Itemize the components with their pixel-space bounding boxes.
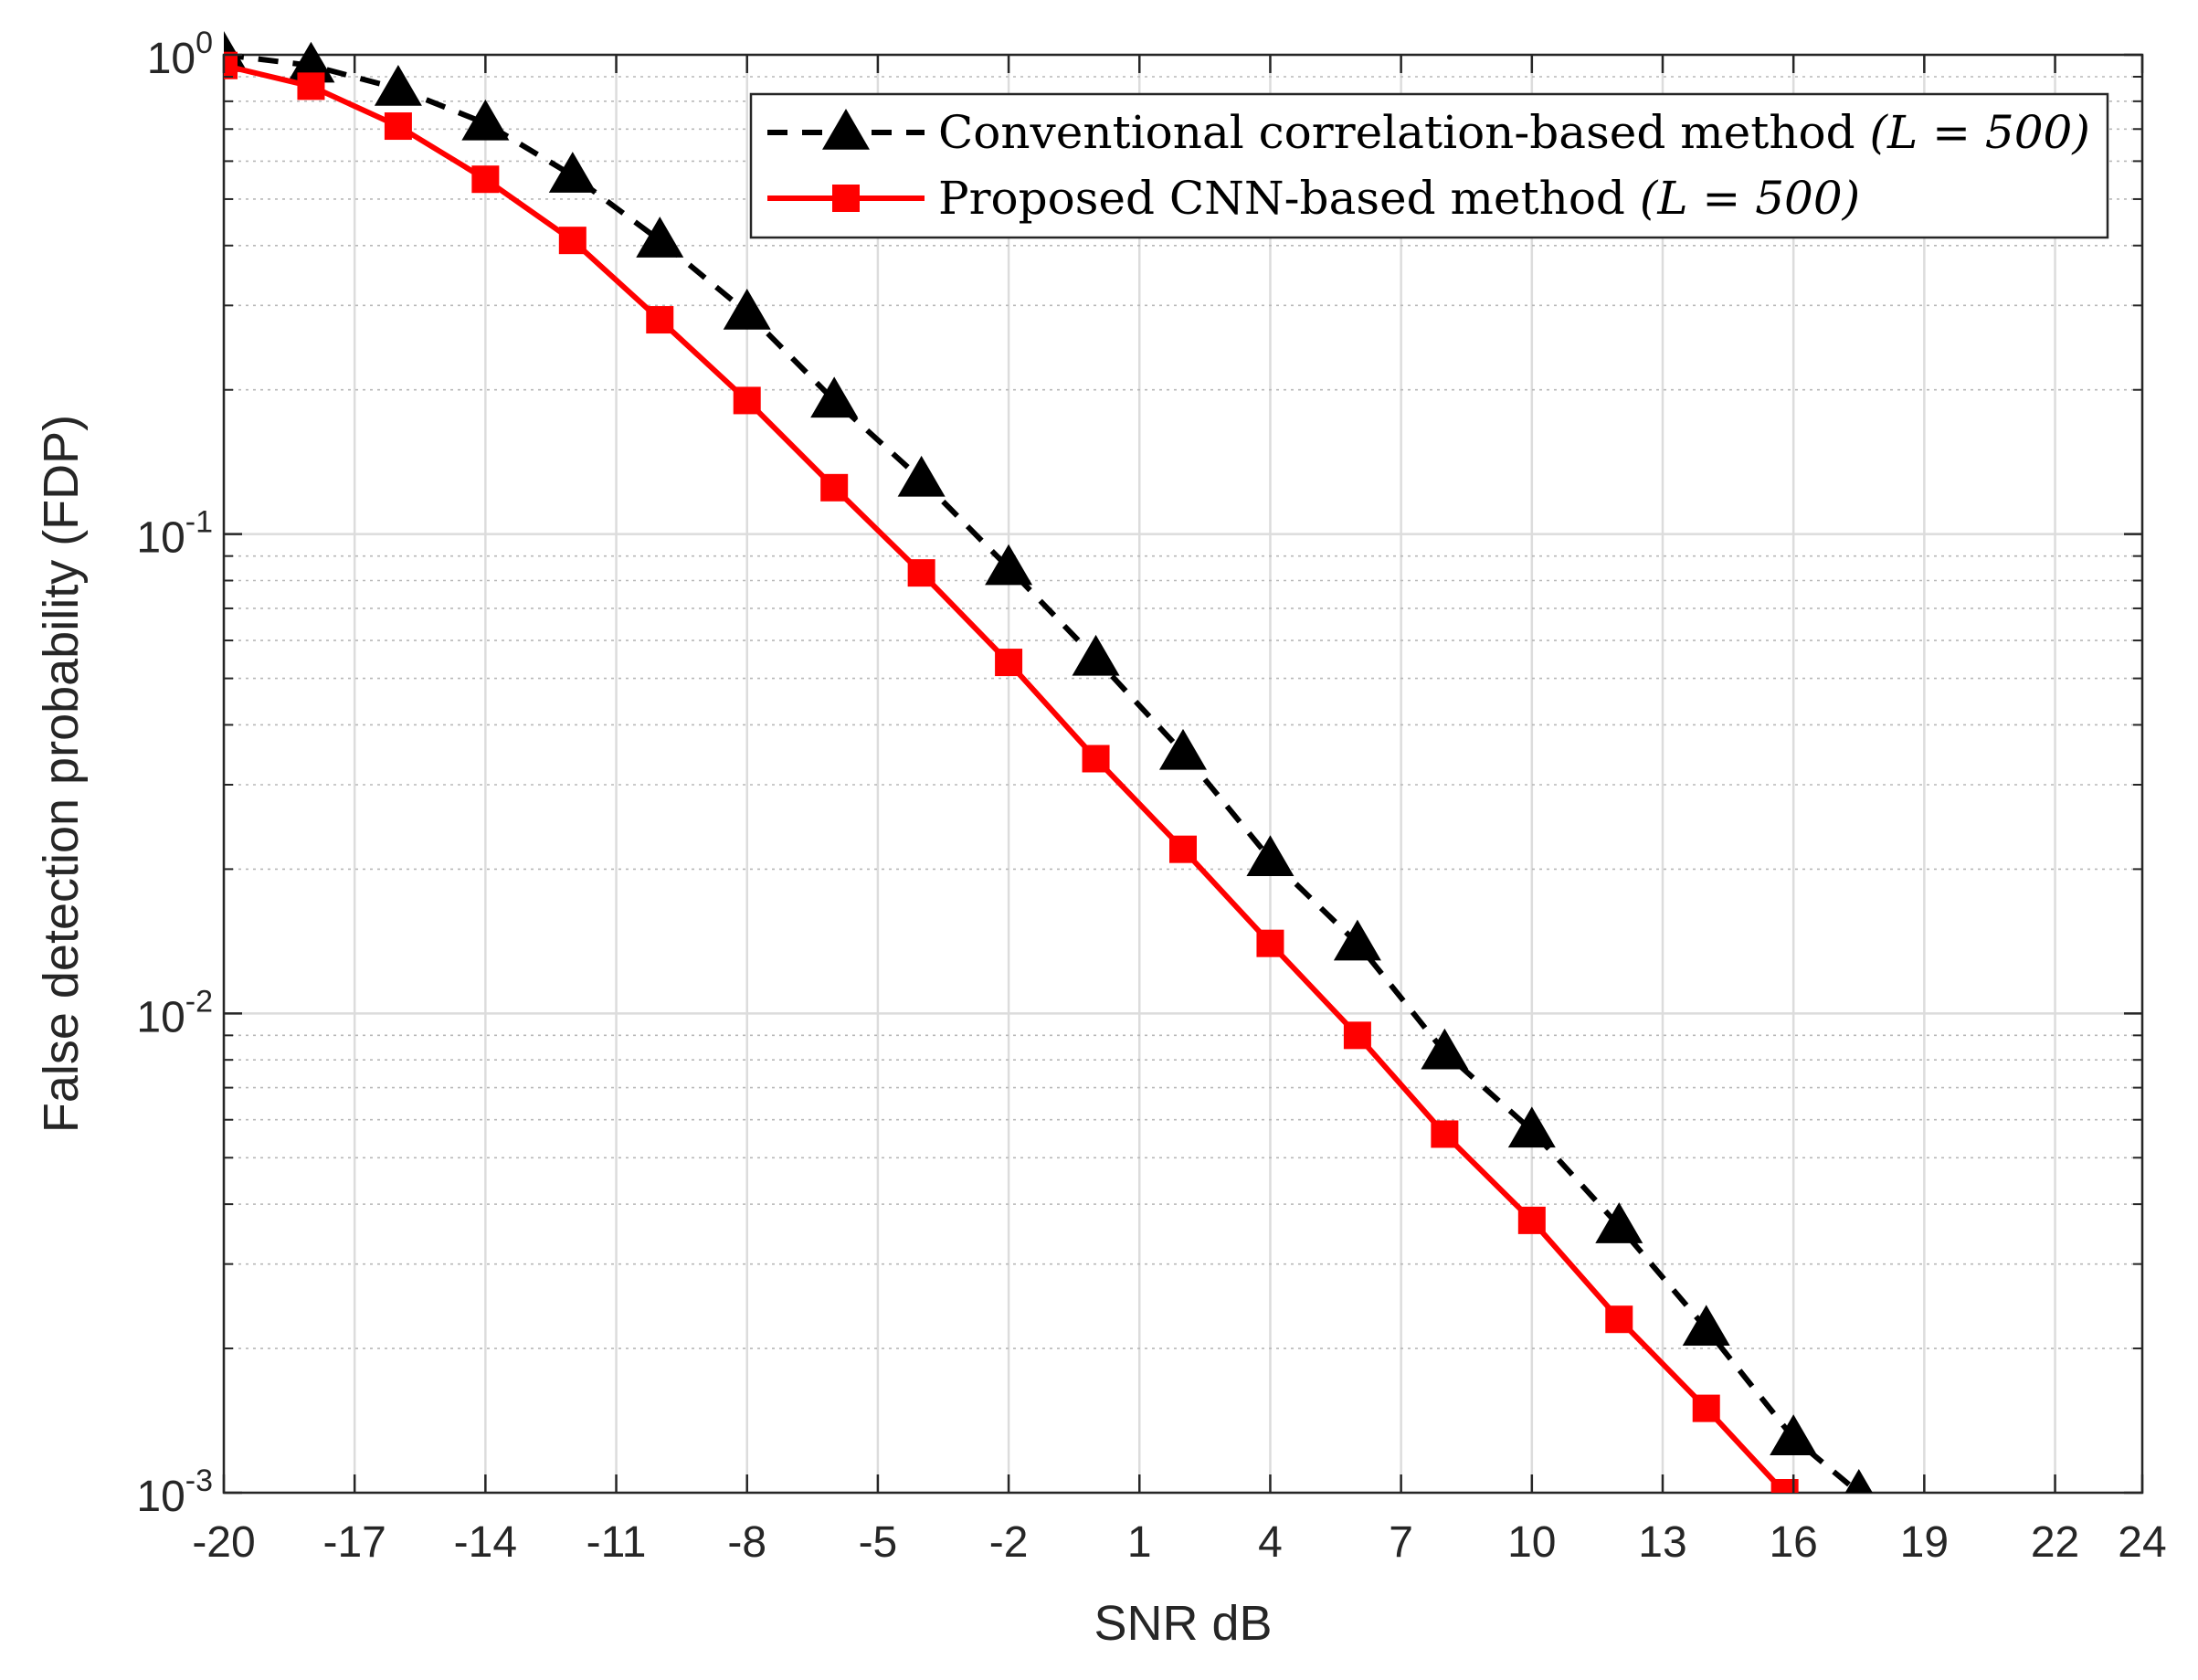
x-axis-label: SNR dB: [1094, 1596, 1272, 1651]
series-2: [224, 51, 1799, 1493]
y-tick-label: 10-3: [136, 1463, 213, 1521]
x-tick-label: 7: [1389, 1518, 1413, 1567]
series-2-point: [1605, 1305, 1633, 1334]
series-1-point: [287, 41, 335, 83]
series-2-point: [820, 473, 849, 502]
series-2-point: [384, 112, 412, 141]
legend-entry-2: Proposed CNN-based method (L = 500): [767, 172, 1860, 225]
series-2-point: [1517, 1206, 1546, 1234]
series-2-point: [1082, 745, 1110, 773]
legend-label: Proposed CNN-based method (L = 500): [938, 172, 1860, 225]
axis-ticks: [222, 53, 2144, 1495]
series-1-point: [1333, 919, 1381, 961]
series-1-point: [1246, 835, 1294, 876]
x-tick-label: 19: [1900, 1518, 1949, 1567]
series-1-point: [1159, 728, 1207, 770]
y-tick-label: 100: [147, 26, 213, 83]
legend-marker: [832, 185, 860, 212]
series-2-point: [995, 649, 1023, 677]
legend-marker: [822, 109, 870, 150]
x-tick-label: 13: [1638, 1518, 1686, 1567]
series-2-point: [224, 51, 238, 79]
series-1-point: [1595, 1202, 1643, 1243]
x-tick-label: -8: [727, 1518, 766, 1567]
data-series: [224, 31, 1873, 1493]
series-1-point: [723, 289, 771, 330]
axes-box: [222, 53, 2144, 1495]
x-tick-label: 4: [1258, 1518, 1283, 1567]
series-2-point: [1256, 929, 1284, 957]
legend: Conventional correlation-based method (L…: [749, 92, 2109, 239]
series-2-point: [1169, 835, 1197, 863]
series-2-point: [733, 386, 761, 415]
axis-tick-labels: -20 -17 -14 -11 -8 -5 -2 1 4 7 10 13 16 19 22 24 100 10-1…: [136, 26, 2166, 1567]
series-2-point: [907, 559, 935, 587]
series-1-point: [374, 65, 422, 106]
series-1-point: [1421, 1028, 1469, 1070]
x-tick-label: -14: [454, 1518, 517, 1567]
series-1-point: [1072, 634, 1120, 676]
y-axis-label: False detection probability (FDP): [34, 415, 89, 1133]
series-1-point: [1507, 1106, 1556, 1148]
series-1-point: [636, 217, 684, 258]
series-2-point: [1431, 1120, 1459, 1148]
series-2-point: [1692, 1394, 1720, 1422]
legend-label: Conventional correlation-based method (L…: [938, 106, 2090, 159]
series-2-point: [1770, 1479, 1799, 1493]
x-tick-label: -2: [989, 1518, 1029, 1567]
series-2-point: [558, 227, 586, 255]
x-tick-label: 22: [2031, 1518, 2079, 1567]
x-tick-label: 10: [1507, 1518, 1556, 1567]
series-1: [224, 31, 1873, 1493]
y-tick-label: 10-1: [136, 505, 213, 563]
x-tick-label: -5: [859, 1518, 898, 1567]
series-2-point: [471, 165, 500, 194]
x-tick-label: -17: [322, 1518, 386, 1567]
series-1-point: [985, 544, 1033, 586]
x-tick-label: 24: [2118, 1518, 2166, 1567]
x-tick-label: -20: [192, 1518, 255, 1567]
series-2-point: [297, 72, 325, 100]
legend-box: [749, 92, 2109, 239]
series-1-point: [810, 376, 859, 418]
series-2-point: [646, 306, 674, 334]
x-tick-label: 1: [1127, 1518, 1152, 1567]
series-1-point: [897, 455, 946, 497]
x-tick-label: -11: [586, 1518, 647, 1567]
series-1-point: [1682, 1305, 1730, 1347]
plot-frame: [222, 53, 2144, 1495]
series-2-point: [1343, 1021, 1371, 1050]
series-1-point: [461, 99, 510, 141]
x-tick-label: 16: [1769, 1518, 1817, 1567]
series-1-point: [1844, 1469, 1873, 1493]
series-1-point: [548, 152, 597, 193]
y-tick-label: 10-2: [136, 984, 213, 1041]
legend-entry-1: Conventional correlation-based method (L…: [767, 106, 2090, 159]
series-1-point: [1770, 1414, 1818, 1455]
